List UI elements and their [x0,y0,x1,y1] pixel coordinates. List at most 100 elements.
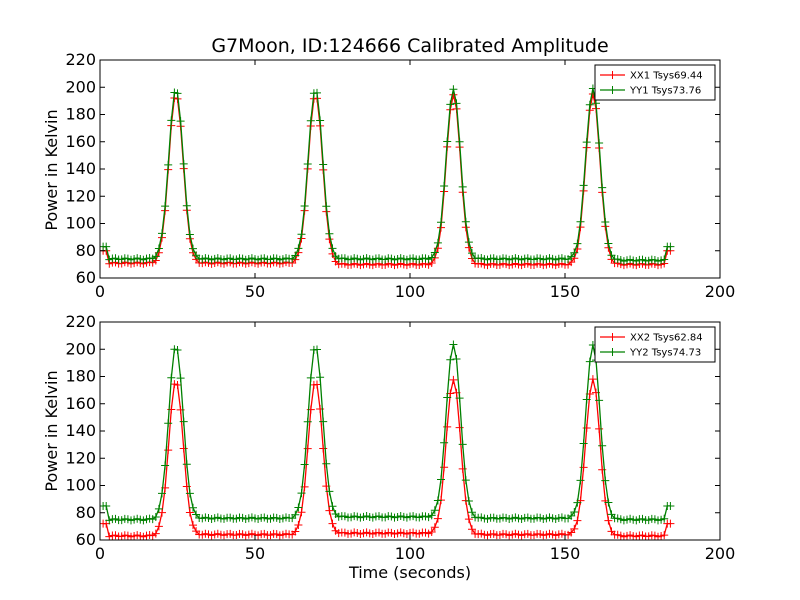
data-point-marker [437,475,445,484]
data-point-marker [570,248,579,257]
y-tick-label: 140 [65,159,96,178]
data-point-marker [325,487,334,496]
data-point-marker [185,508,194,517]
data-point-marker [291,510,300,519]
data-point-marker [468,249,476,258]
x-tick-label: 0 [95,544,105,563]
data-point-marker [582,424,591,433]
legend-marker [608,333,617,341]
y-tick-label: 180 [65,105,96,124]
data-point-marker [660,255,669,264]
data-point-marker [443,137,452,146]
y-tick-label: 180 [65,367,96,386]
legend-marker [608,348,617,356]
y-axis-label: Power in Kelvin [42,370,61,491]
data-point-marker [464,515,473,524]
legend-label: YY2 Tsys74.73 [629,348,701,359]
data-point-marker [595,396,604,405]
data-point-marker [579,463,588,472]
data-point-marker [189,521,197,530]
data-point-marker [294,503,303,512]
series-markers [100,340,675,525]
y-tick-label: 220 [65,50,96,69]
data-point-marker [102,242,111,251]
data-point-marker [433,238,442,247]
data-point-marker [176,374,185,383]
data-point-marker [325,506,334,515]
data-point-marker [179,159,188,168]
chart-title: G7Moon, ID:124666 Calibrated Amplitude [211,35,608,57]
data-point-marker [303,444,312,453]
y-tick-label: 60 [76,268,96,287]
data-point-marker [458,182,467,191]
legend: XX1 Tsys69.44 YY1 Tsys73.76 [594,64,716,101]
data-point-marker [179,444,188,453]
data-point-marker [161,202,170,211]
data-point-marker [666,519,675,528]
data-point-marker [449,375,458,384]
data-point-marker [291,251,300,260]
data-point-marker [154,244,163,253]
y-axis-label: Power in Kelvin [42,109,61,230]
data-point-marker [452,354,461,363]
data-point-marker [570,524,579,533]
data-point-marker [430,506,439,515]
data-point-marker [325,229,334,238]
data-point-marker [316,116,325,125]
data-point-marker [585,100,594,109]
data-point-marker [167,116,176,125]
data-point-marker [582,138,591,147]
data-point-marker [446,355,455,364]
data-point-marker [303,417,312,426]
data-point-marker [458,440,467,449]
data-point-marker [660,514,669,523]
y-tick-label: 160 [65,132,96,151]
data-point-marker [579,181,588,190]
legend-marker [608,71,617,79]
data-point-marker [300,460,309,469]
data-point-marker [316,373,325,382]
data-point-marker [189,503,197,512]
x-tick-label: 50 [245,282,265,301]
data-point-marker [164,419,173,428]
data-point-marker [313,88,321,97]
data-point-marker [440,182,449,191]
data-point-marker [582,395,591,404]
data-point-marker [291,527,300,536]
data-point-marker [455,394,464,403]
y-tick-label: 220 [65,312,96,331]
series-line-yy [103,88,671,262]
y-tick-label: 80 [76,503,96,522]
data-point-marker [452,99,461,108]
data-point-marker [443,393,452,402]
data-point-marker [182,201,191,210]
legend-label: XX2 Tsys62.84 [630,333,703,344]
data-point-marker [598,183,607,192]
data-point-marker [182,460,191,469]
data-point-marker [294,244,303,253]
data-point-marker [601,217,610,226]
series-markers [100,84,675,266]
data-point-marker [154,522,163,531]
y-tick-label: 160 [65,394,96,413]
data-point-marker [322,202,331,211]
data-point-marker [464,238,473,247]
data-point-marker [666,501,675,510]
data-point-marker [449,340,458,349]
data-point-marker [294,520,303,529]
legend-box [594,64,716,101]
y-tick-label: 200 [65,339,96,358]
data-point-marker [300,202,309,211]
legend-label: XX1 Tsys69.44 [630,71,703,82]
data-point-marker [427,253,436,262]
data-point-marker [328,502,337,511]
data-point-marker [433,514,442,523]
data-point-marker [461,217,470,226]
data-point-marker [604,239,613,248]
data-point-marker [164,160,173,169]
data-point-marker [427,511,436,520]
data-point-marker [573,498,582,507]
data-point-marker [570,507,579,516]
data-point-marker [297,508,306,517]
